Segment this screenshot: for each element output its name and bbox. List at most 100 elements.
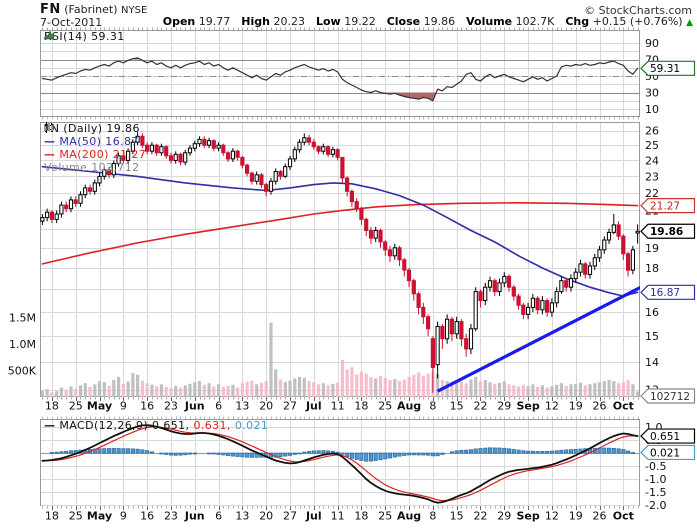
last-value-label: 16.87: [640, 284, 696, 300]
macd-y-tick: -2.0: [645, 499, 666, 512]
y-axis-labels: 907050301026252423222120191817161514131.…: [8, 37, 667, 512]
price-x-tick: 27: [283, 400, 297, 413]
chg-value: +0.15 (+0.76%): [592, 15, 683, 28]
macd-x-tick: 29: [497, 510, 511, 523]
rsi-panel: [41, 57, 639, 102]
price-y-tick: 22: [645, 187, 659, 200]
macd-x-tick: 11: [331, 510, 345, 523]
low-label: Low: [315, 15, 341, 28]
price-x-tick: 15: [450, 400, 464, 413]
last-value-label: 102712: [640, 388, 696, 404]
macd-x-tick: 16: [140, 510, 154, 523]
macd-x-tick: 22: [473, 510, 487, 523]
price-x-tick: 25: [378, 400, 392, 413]
last-value-label: 0.651: [640, 428, 696, 444]
price-x-tick: Jul: [305, 400, 322, 413]
price-x-tick: 29: [497, 400, 511, 413]
volume-label: Volume: [466, 15, 513, 28]
ticker-symbol: FN: [40, 2, 61, 17]
trendline: [436, 285, 640, 393]
last-value-text: 102712: [650, 391, 690, 403]
macd-y-tick: -1.0: [645, 473, 666, 486]
macd-x-tick: 13: [235, 510, 249, 523]
last-value-text: 59.31: [650, 63, 680, 75]
volume-y-tick: 500K: [8, 365, 37, 378]
price-x-tick: 23: [164, 400, 178, 413]
macd-x-tick: 6: [215, 510, 222, 523]
quote-date: 7-Oct-2011: [40, 16, 103, 29]
copyright-link[interactable]: © StockCharts.com: [584, 4, 692, 17]
macd-x-tick: Sep: [516, 510, 539, 523]
macd-x-tick: Oct: [613, 510, 634, 523]
chg-label: Chg: [565, 15, 590, 28]
volume-y-tick: 1.5M: [9, 312, 36, 325]
candlesticks: [40, 131, 640, 393]
macd-x-tick: 26: [593, 510, 607, 523]
price-x-tick: 18: [45, 400, 59, 413]
macd-x-tick: 20: [259, 510, 273, 523]
macd-x-tick: 25: [378, 510, 392, 523]
moving-averages: [41, 165, 639, 297]
price-x-tick: 16: [140, 400, 154, 413]
last-value-labels: 59.31 21.27 19.86 16.87 102712 0.651 0.021: [640, 60, 696, 461]
macd-x-tick: 27: [283, 510, 297, 523]
macd-x-tick: 23: [164, 510, 178, 523]
price-y-tick: 15: [645, 330, 659, 343]
price-y-tick: 16: [645, 306, 659, 319]
last-value-label: 19.86: [640, 223, 696, 239]
price-y-tick: 23: [645, 170, 659, 183]
price-y-tick: 24: [645, 154, 659, 167]
exchange-name: NYSE: [121, 5, 148, 16]
rsi-line: [41, 57, 639, 102]
price-x-tick: Aug: [397, 400, 421, 413]
price-x-tick: 11: [331, 400, 345, 413]
open-label: Open: [162, 15, 196, 28]
price-x-tick: 19: [569, 400, 583, 413]
macd-x-tick: 8: [429, 510, 436, 523]
macd-x-tick: 12: [545, 510, 559, 523]
macd-x-tick: 19: [569, 510, 583, 523]
rsi-y-tick: 90: [645, 37, 659, 50]
price-y-tick: 26: [645, 125, 659, 138]
macd-histogram: [49, 447, 635, 462]
macd-y-tick: -0.5: [645, 460, 666, 473]
last-value-text: 0.021: [650, 447, 680, 459]
last-value-label: 0.021: [640, 444, 696, 461]
price-y-tick: 18: [645, 262, 659, 275]
last-value-text: 0.651: [650, 431, 680, 443]
last-value-text: 16.87: [650, 287, 680, 299]
price-x-tick: 25: [69, 400, 83, 413]
macd-y-tick: -1.5: [645, 486, 666, 499]
high-value: 20.23: [273, 15, 305, 28]
price-x-tick: 12: [545, 400, 559, 413]
volume-value: 102.7K: [515, 15, 555, 28]
price-x-tick: 22: [473, 400, 487, 413]
macd-x-tick: 25: [69, 510, 83, 523]
macd-x-tick: 18: [354, 510, 368, 523]
low-value: 19.22: [344, 15, 376, 28]
open-value: 19.77: [198, 15, 231, 28]
x-axis-labels: 18 18 25 25 May May 9 9 16 16 23 23 Jun Jun 6 6 13 13 20 20…: [45, 400, 634, 523]
chart-header: FN (Fabrinet) NYSE: [40, 2, 147, 17]
macd-x-tick: May: [87, 510, 112, 523]
rsi-y-tick: 10: [645, 103, 659, 116]
last-value-label: 21.27: [640, 198, 696, 214]
macd-x-tick: 9: [120, 510, 127, 523]
chg-up-arrow-icon: ▲: [686, 18, 693, 28]
price-x-tick: 6: [215, 400, 222, 413]
price-x-tick: Sep: [516, 400, 539, 413]
price-x-tick: 13: [235, 400, 249, 413]
quote-bar: Open 19.77 High 20.23 Low 19.22 Close 19…: [163, 15, 693, 28]
price-x-tick: 8: [429, 400, 436, 413]
price-x-tick: 9: [120, 400, 127, 413]
price-y-tick: 19: [645, 242, 659, 255]
high-label: High: [241, 15, 270, 28]
last-value-text: 21.27: [650, 200, 680, 212]
close-value: 19.86: [423, 15, 456, 28]
price-x-tick: Oct: [613, 400, 634, 413]
price-y-tick: 14: [645, 356, 659, 369]
last-value-text: 19.86: [650, 226, 683, 238]
price-x-tick: Jun: [184, 400, 205, 413]
